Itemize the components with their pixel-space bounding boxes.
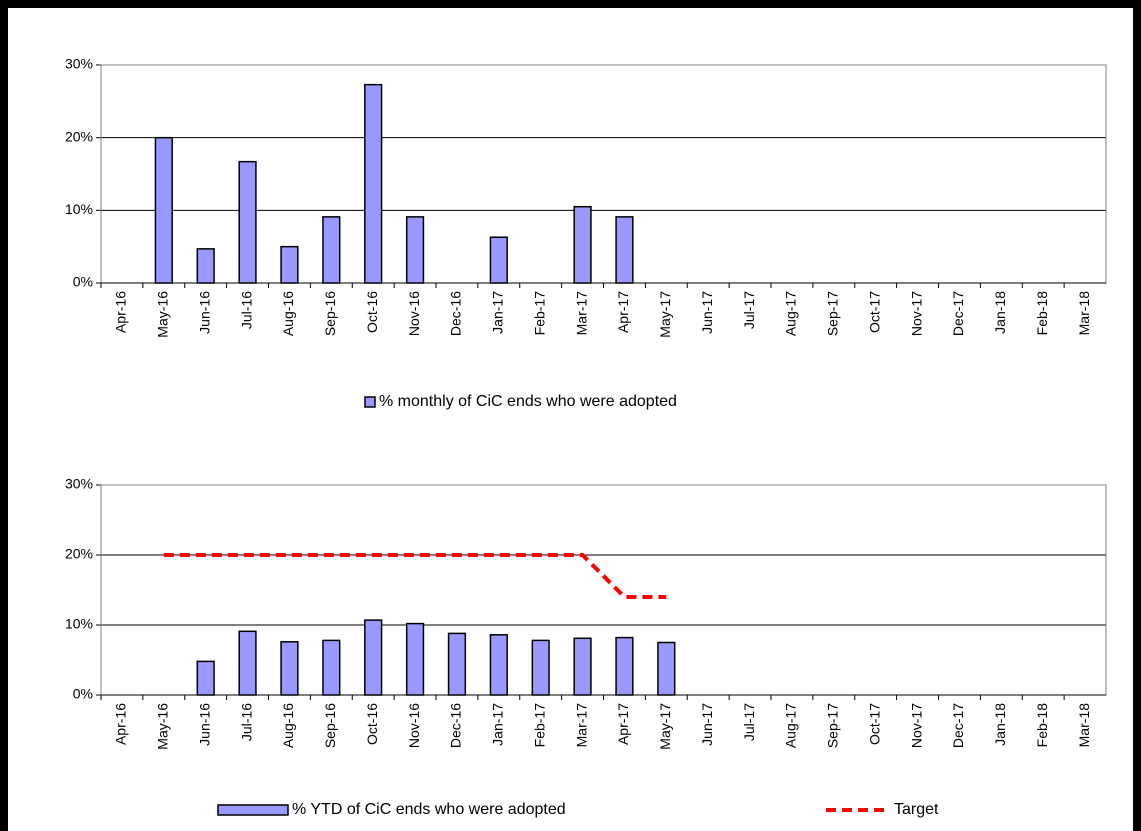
- line: [163, 553, 667, 599]
- x-tick-label: Dec-16: [448, 703, 464, 748]
- y-tick-label: 0%: [73, 686, 93, 702]
- y-tick-label: 30%: [65, 476, 93, 492]
- y-tick-label: 10%: [65, 616, 93, 632]
- x-tick-label: Dec-16: [448, 291, 464, 336]
- bar: [238, 630, 257, 696]
- legend-label: Target: [894, 801, 939, 818]
- x-tick-label: Jun-17: [699, 703, 715, 746]
- bar: [489, 634, 508, 696]
- bar: [573, 637, 592, 696]
- bar: [322, 216, 341, 284]
- x-tick-label: Sep-16: [322, 291, 338, 336]
- bar: [238, 160, 257, 284]
- x-tick-label: Mar-18: [1076, 291, 1092, 336]
- x-tick-label: Jun-16: [196, 291, 212, 334]
- x-tick-label: Nov-17: [908, 703, 924, 748]
- x-tick-label: Jun-16: [196, 703, 212, 746]
- x-tick-label: Jan-18: [992, 703, 1008, 746]
- bar: [322, 639, 341, 696]
- x-tick-label: Aug-16: [280, 703, 296, 748]
- bar: [280, 245, 299, 284]
- legend-swatch: [217, 804, 289, 816]
- x-tick-label: Aug-17: [783, 291, 799, 336]
- x-tick-label: Jan-18: [992, 291, 1008, 334]
- x-tick-label: Jan-17: [490, 291, 506, 334]
- bar: [405, 216, 425, 284]
- x-tick-label: Apr-17: [615, 703, 631, 745]
- x-tick-label: Feb-17: [531, 291, 547, 336]
- bar: [615, 216, 634, 284]
- bar: [154, 136, 173, 284]
- x-tick-label: Jul-17: [741, 703, 757, 741]
- bar: [447, 632, 467, 696]
- x-tick-label: Mar-18: [1076, 703, 1092, 748]
- x-tick-label: Nov-16: [406, 703, 422, 748]
- bar: [196, 248, 215, 284]
- x-tick-label: Jan-17: [490, 703, 506, 746]
- y-tick-label: 10%: [65, 201, 93, 217]
- bar: [531, 639, 550, 696]
- x-tick-label: Dec-17: [950, 703, 966, 748]
- y-tick-label: 30%: [65, 56, 93, 72]
- bar: [405, 622, 425, 696]
- x-tick-label: Apr-16: [113, 291, 129, 333]
- x-tick-label: Feb-18: [1034, 291, 1050, 336]
- x-tick-label: Jul-17: [741, 291, 757, 329]
- y-tick-label: 20%: [65, 128, 93, 144]
- x-tick-label: Oct-16: [364, 291, 380, 333]
- x-tick-label: Mar-17: [573, 703, 589, 748]
- x-tick-label: Aug-16: [280, 291, 296, 336]
- legend-swatch: [364, 396, 376, 408]
- y-tick-label: 0%: [73, 274, 93, 290]
- x-tick-label: Sep-16: [322, 703, 338, 748]
- x-tick-label: May-17: [657, 291, 673, 338]
- bar: [573, 205, 592, 284]
- bar: [615, 636, 634, 696]
- x-tick-label: Jun-17: [699, 291, 715, 334]
- x-tick-label: May-16: [155, 291, 171, 338]
- legend-label: % monthly of CiC ends who were adopted: [379, 393, 677, 410]
- x-tick-label: Dec-17: [950, 291, 966, 336]
- bar: [364, 619, 383, 696]
- y-tick-label: 20%: [65, 546, 93, 562]
- x-tick-label: Jul-16: [238, 703, 254, 741]
- x-tick-label: Nov-17: [908, 291, 924, 336]
- bar: [280, 641, 299, 696]
- bar: [657, 641, 676, 696]
- x-tick-label: Jul-16: [238, 291, 254, 329]
- x-tick-label: Aug-17: [783, 703, 799, 748]
- x-tick-label: Apr-17: [615, 291, 631, 333]
- x-tick-label: Sep-17: [825, 703, 841, 748]
- x-tick-label: Nov-16: [406, 291, 422, 336]
- x-tick-label: Apr-16: [113, 703, 129, 745]
- bar: [489, 236, 508, 284]
- x-tick-label: Oct-16: [364, 703, 380, 745]
- x-tick-label: Oct-17: [866, 291, 882, 333]
- bar: [364, 83, 383, 284]
- x-tick-label: Mar-17: [573, 291, 589, 336]
- x-tick-label: May-17: [657, 703, 673, 750]
- x-tick-label: Oct-17: [866, 703, 882, 745]
- x-tick-label: Feb-18: [1034, 703, 1050, 748]
- bar: [196, 660, 215, 696]
- x-tick-label: Feb-17: [531, 703, 547, 748]
- x-tick-label: Sep-17: [825, 291, 841, 336]
- legend-label: % YTD of CiC ends who were adopted: [292, 801, 566, 818]
- x-tick-label: May-16: [155, 703, 171, 750]
